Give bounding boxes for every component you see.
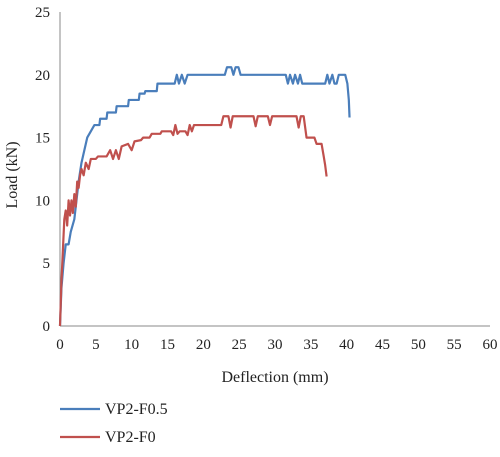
y-axis-title: Load (kN) [4,141,21,208]
x-tick-label: 5 [92,337,100,353]
x-tick-label: 60 [483,337,498,353]
x-tick-label: 45 [375,337,390,353]
series-line-vp2-f0-5 [58,66,351,327]
legend: VP2-F0.5 VP2-F0 [60,401,168,446]
y-tick-label: 15 [35,131,50,147]
x-tick-label: 10 [124,337,139,353]
series-lines [58,66,351,327]
x-tick-label: 30 [268,337,283,353]
x-tick-label: 55 [447,337,462,353]
axes [59,12,490,327]
series-line-vp2-f0 [58,115,328,327]
y-tick-label: 0 [43,319,51,335]
y-tick-label: 20 [35,68,50,84]
x-tick-label: 40 [339,337,354,353]
x-tick-label: 50 [411,337,426,353]
tick-labels: 0 5 10 15 20 25 0 5 10 15 20 25 30 35 40 45 50 55 60 [35,5,498,353]
legend-label-vp2-f0-5: VP2-F0.5 [105,401,168,418]
x-tick-label: 25 [232,337,247,353]
x-tick-label: 15 [160,337,175,353]
legend-label-vp2-f0: VP2-F0 [105,429,156,446]
x-tick-label: 35 [303,337,318,353]
x-tick-label: 20 [196,337,211,353]
y-tick-label: 10 [35,193,50,209]
x-axis-title: Deflection (mm) [221,369,328,386]
y-tick-label: 5 [43,256,51,272]
x-tick-label: 0 [56,337,64,353]
y-tick-label: 25 [35,5,50,21]
